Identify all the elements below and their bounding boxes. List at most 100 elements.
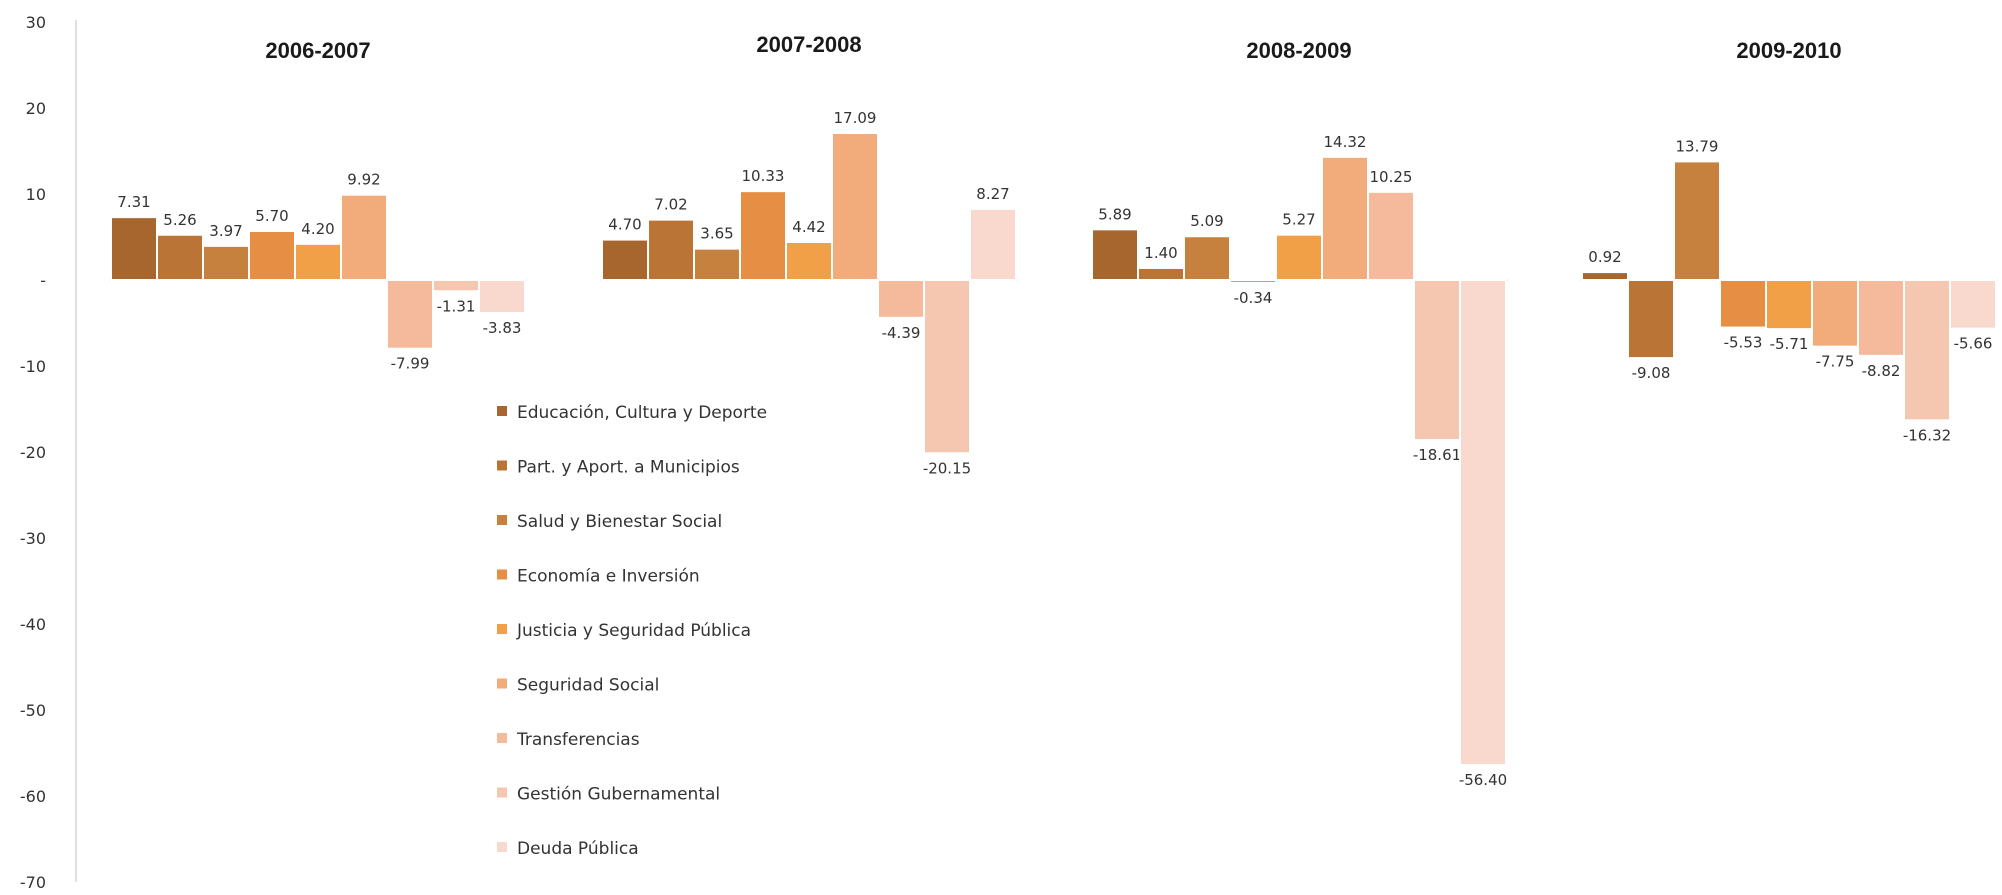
legend-swatch bbox=[497, 460, 507, 471]
data-label: 10.33 bbox=[742, 167, 785, 185]
y-tick-label: -60 bbox=[20, 787, 46, 806]
legend-item: Deuda Pública bbox=[497, 839, 639, 859]
data-label: -5.66 bbox=[1954, 335, 1993, 353]
data-label: -0.34 bbox=[1234, 289, 1273, 307]
y-tick-label: 10 bbox=[26, 185, 46, 204]
legend-label: Justicia y Seguridad Pública bbox=[516, 621, 751, 641]
y-tick-label: - bbox=[40, 271, 46, 290]
legend-swatch bbox=[497, 569, 507, 580]
legend-swatch bbox=[497, 787, 507, 798]
legend-item: Part. y Aport. a Municipios bbox=[497, 458, 740, 478]
data-label: 14.32 bbox=[1324, 133, 1367, 151]
bar bbox=[432, 279, 480, 293]
data-label: 4.70 bbox=[608, 216, 641, 234]
data-label: 5.09 bbox=[1190, 212, 1223, 230]
data-label: 5.70 bbox=[255, 207, 288, 225]
legend-label: Educación, Cultura y Deporte bbox=[517, 403, 767, 423]
y-axis-ticks: 30 20 10 - -10 -20 -30 -40 -50 -60 -70 bbox=[20, 13, 46, 892]
data-label: -18.61 bbox=[1413, 446, 1461, 464]
legend-swatch bbox=[497, 515, 507, 525]
bar bbox=[1275, 233, 1323, 281]
panel-title: 2009-2010 bbox=[1736, 38, 1841, 63]
data-label: 5.27 bbox=[1282, 211, 1315, 229]
data-label: 4.20 bbox=[301, 220, 334, 238]
data-label: -20.15 bbox=[923, 459, 971, 477]
y-tick-label: -30 bbox=[20, 529, 46, 548]
y-tick-label: 20 bbox=[26, 99, 46, 118]
y-tick-label: -20 bbox=[20, 443, 46, 462]
bar bbox=[1765, 279, 1813, 331]
bar bbox=[1719, 279, 1767, 329]
data-label: -5.53 bbox=[1724, 334, 1763, 352]
panel-title: 2008-2009 bbox=[1246, 38, 1351, 63]
data-label: 7.31 bbox=[117, 193, 150, 211]
bar bbox=[1229, 279, 1277, 284]
bar bbox=[202, 244, 250, 281]
legend-label: Transferencias bbox=[516, 730, 640, 750]
y-tick-label: -40 bbox=[20, 615, 46, 634]
panel-2009-2010: 2009-2010 0.92 -9.08 13.79 -5.53 -5.71 -7.75 -8… bbox=[1580, 38, 1998, 444]
data-label: -9.08 bbox=[1632, 364, 1671, 382]
legend-item: Educación, Cultura y Deporte bbox=[497, 403, 767, 423]
bar bbox=[877, 279, 925, 319]
legend-label: Deuda Pública bbox=[517, 839, 639, 859]
legend-swatch bbox=[497, 624, 507, 634]
bar bbox=[1949, 279, 1997, 330]
panel-2006-2007: 2006-2007 7.31 5.26 3.97 5.70 4.20 9.92 -7.99 -1… bbox=[109, 38, 527, 373]
data-label: -4.39 bbox=[882, 324, 921, 342]
legend-label: Economía e Inversión bbox=[517, 567, 700, 587]
bar bbox=[785, 240, 833, 282]
bar bbox=[601, 238, 649, 281]
legend-item: Justicia y Seguridad Pública bbox=[497, 621, 751, 641]
data-label: 17.09 bbox=[834, 109, 877, 127]
data-label: 7.02 bbox=[654, 196, 687, 214]
bar bbox=[923, 279, 971, 455]
data-label: 5.26 bbox=[163, 211, 196, 229]
bar bbox=[340, 193, 388, 281]
bar bbox=[248, 229, 296, 281]
legend-label: Part. y Aport. a Municipios bbox=[517, 458, 740, 478]
bar bbox=[1627, 279, 1675, 360]
data-label: 10.25 bbox=[1370, 168, 1413, 186]
bar bbox=[693, 247, 741, 281]
data-label: 5.89 bbox=[1098, 205, 1131, 223]
bar bbox=[1367, 190, 1415, 282]
data-label: -3.83 bbox=[483, 319, 522, 337]
legend-item: Gestión Gubernamental bbox=[497, 785, 720, 805]
bar bbox=[831, 132, 879, 281]
bar bbox=[156, 233, 204, 282]
data-label: -8.82 bbox=[1862, 362, 1901, 380]
bar bbox=[1673, 160, 1721, 282]
data-label: 9.92 bbox=[347, 171, 380, 189]
panel-2007-2008: 2007-2008 4.70 7.02 3.65 10.33 4.42 17.09 -4.39… bbox=[600, 32, 1018, 477]
legend-item: Seguridad Social bbox=[497, 676, 659, 696]
data-label: -16.32 bbox=[1903, 426, 1951, 444]
legend-item: Salud y Bienestar Social bbox=[497, 512, 722, 532]
bar bbox=[647, 218, 695, 282]
bar bbox=[1857, 279, 1905, 357]
legend-item: Transferencias bbox=[497, 730, 640, 750]
bar bbox=[1183, 235, 1231, 281]
bar bbox=[1137, 266, 1185, 281]
chart-panels: 2006-2007 7.31 5.26 3.97 5.70 4.20 9.92 -7.99 -1… bbox=[109, 32, 1998, 789]
legend-item: Economía e Inversión bbox=[497, 567, 700, 587]
data-label: -1.31 bbox=[437, 297, 476, 315]
panel-title: 2007-2008 bbox=[756, 32, 861, 57]
legend-label: Seguridad Social bbox=[517, 676, 659, 696]
data-label: 8.27 bbox=[976, 185, 1009, 203]
bar bbox=[1321, 155, 1369, 282]
y-tick-label: -50 bbox=[20, 701, 46, 720]
legend: Educación, Cultura y Deporte Part. y Apor… bbox=[497, 403, 767, 859]
data-label: 4.42 bbox=[792, 218, 825, 236]
y-tick-label: 30 bbox=[26, 13, 46, 32]
data-label: -5.71 bbox=[1770, 335, 1809, 353]
bar bbox=[294, 242, 342, 282]
data-label: -7.99 bbox=[391, 355, 430, 373]
bar bbox=[1903, 279, 1951, 422]
data-label: 13.79 bbox=[1676, 137, 1719, 155]
data-label: 0.92 bbox=[1588, 248, 1621, 266]
legend-swatch bbox=[497, 678, 507, 689]
panel-2008-2009: 2008-2009 5.89 1.40 5.09 -0.34 5.27 14.3210.25… bbox=[1090, 38, 1508, 789]
bar bbox=[1811, 279, 1859, 348]
